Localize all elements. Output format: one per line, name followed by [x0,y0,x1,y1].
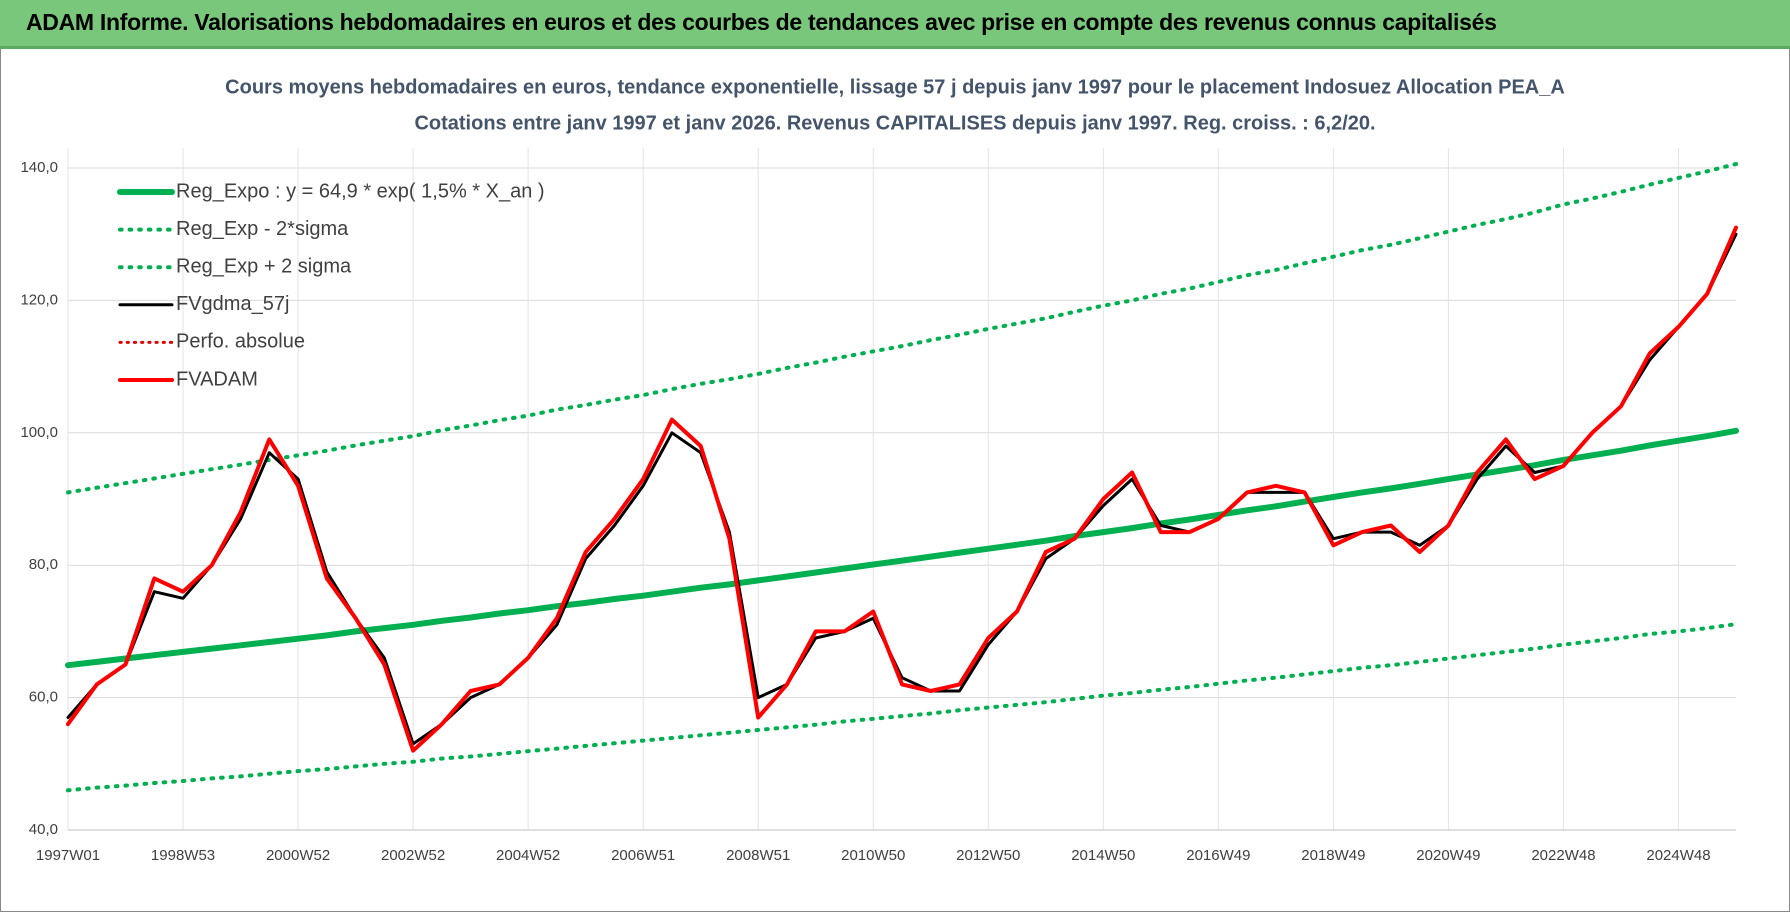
x-tick-label: 2012W50 [956,847,1020,864]
legend-label: Reg_Expo : y = 64,9 * exp( 1,5% * X_an ) [176,180,545,202]
y-tick-label: 100,0 [20,424,58,441]
series-line [66,232,1738,746]
chart-subtitle: Cotations entre janv 1997 et janv 2026. … [414,112,1375,134]
header: ADAM Informe. Valorisations hebdomadaire… [0,0,1790,49]
x-tick-label: 2020W49 [1416,847,1480,864]
legend-label: Reg_Exp + 2 sigma [176,255,352,277]
series-line [66,622,1738,793]
x-tick-label: 2022W48 [1531,847,1595,864]
legend-label: FVADAM [176,368,258,390]
y-tick-label: 60,0 [29,689,58,706]
x-tick-label: 2004W52 [496,847,560,864]
y-tick-label: 120,0 [20,291,58,308]
chart-title: Cours moyens hebdomadaires en euros, ten… [225,76,1565,98]
y-tick-label: 140,0 [20,159,58,176]
x-tick-label: 2024W48 [1646,847,1710,864]
x-tick-label: 2002W52 [381,847,445,864]
x-tick-label: 2016W49 [1186,847,1250,864]
legend-label: Reg_Exp - 2*sigma [176,218,349,240]
y-tick-label: 80,0 [29,556,58,573]
x-tick-label: 2018W49 [1301,847,1365,864]
x-tick-label: 2000W52 [266,847,330,864]
series-line [66,225,1738,753]
x-tick-label: 2008W51 [726,847,790,864]
legend-label: FVgdma_57j [176,293,289,315]
x-tick-label: 2014W50 [1071,847,1135,864]
series-line [66,162,1738,495]
header-title: ADAM Informe. Valorisations hebdomadaire… [26,9,1497,35]
series-line [65,427,1739,669]
x-tick-label: 2010W50 [841,847,905,864]
y-tick-label: 40,0 [29,821,58,838]
x-tick-label: 2006W51 [611,847,675,864]
x-tick-label: 1998W53 [151,847,215,864]
x-tick-label: 1997W01 [36,847,100,864]
legend-label: Perfo. absolue [176,331,305,353]
